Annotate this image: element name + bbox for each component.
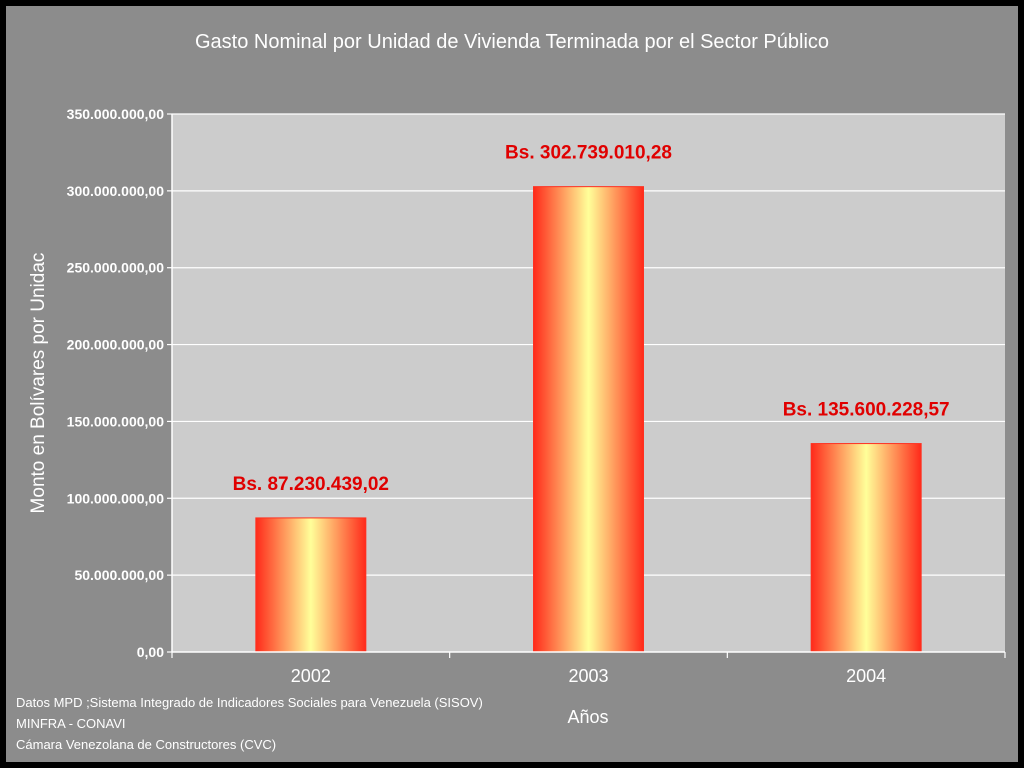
slide: Gasto Nominal por Unidad de Vivienda Ter… <box>6 6 1018 762</box>
y-tick-label: 250.000.000,00 <box>67 260 165 276</box>
y-tick-label: 100.000.000,00 <box>67 490 165 506</box>
y-tick-labels: 0,00 50.000.000,00 100.000.000,00 150.000.0… <box>67 106 172 660</box>
x-axis-label: Años <box>567 707 608 727</box>
y-tick-label: 200.000.000,00 <box>67 337 165 353</box>
x-tick-label: 2002 <box>291 666 331 686</box>
data-label: Bs. 135.600.228,57 <box>783 400 950 421</box>
x-tick-label: 2003 <box>568 666 608 686</box>
data-label: Bs. 87.230.439,02 <box>233 474 389 495</box>
source-line-1: Datos MPD ;Sistema Integrado de Indicado… <box>16 695 483 710</box>
source-line-2: MINFRA - CONAVI <box>16 716 126 731</box>
y-tick-label: 50.000.000,00 <box>74 567 164 583</box>
data-labels: Bs. 87.230.439,02 Bs. 302.739.010,28 Bs. 1… <box>233 143 950 495</box>
x-tick-labels: 2002 2003 2004 <box>171 652 1006 686</box>
bar-chart: Gasto Nominal por Unidad de Vivienda Ter… <box>28 31 1006 727</box>
y-tick-label: 300.000.000,00 <box>67 183 165 199</box>
y-tick-label: 0,00 <box>137 644 164 660</box>
y-axis-label: Monto en Bolívares por Unidac <box>28 253 49 514</box>
data-label: Bs. 302.739.010,28 <box>505 143 672 164</box>
y-tick-label: 150.000.000,00 <box>67 413 165 429</box>
axes <box>171 114 1005 653</box>
y-tick-label: 350.000.000,00 <box>67 106 165 122</box>
chart-title: Gasto Nominal por Unidad de Vivienda Ter… <box>195 31 829 53</box>
bar-2002 <box>255 517 367 653</box>
source-line-3: Cámara Venezolana de Constructores (CVC) <box>16 737 277 752</box>
bar-2004 <box>810 443 922 653</box>
bar-2003 <box>533 186 644 653</box>
x-tick-label: 2004 <box>846 666 886 686</box>
